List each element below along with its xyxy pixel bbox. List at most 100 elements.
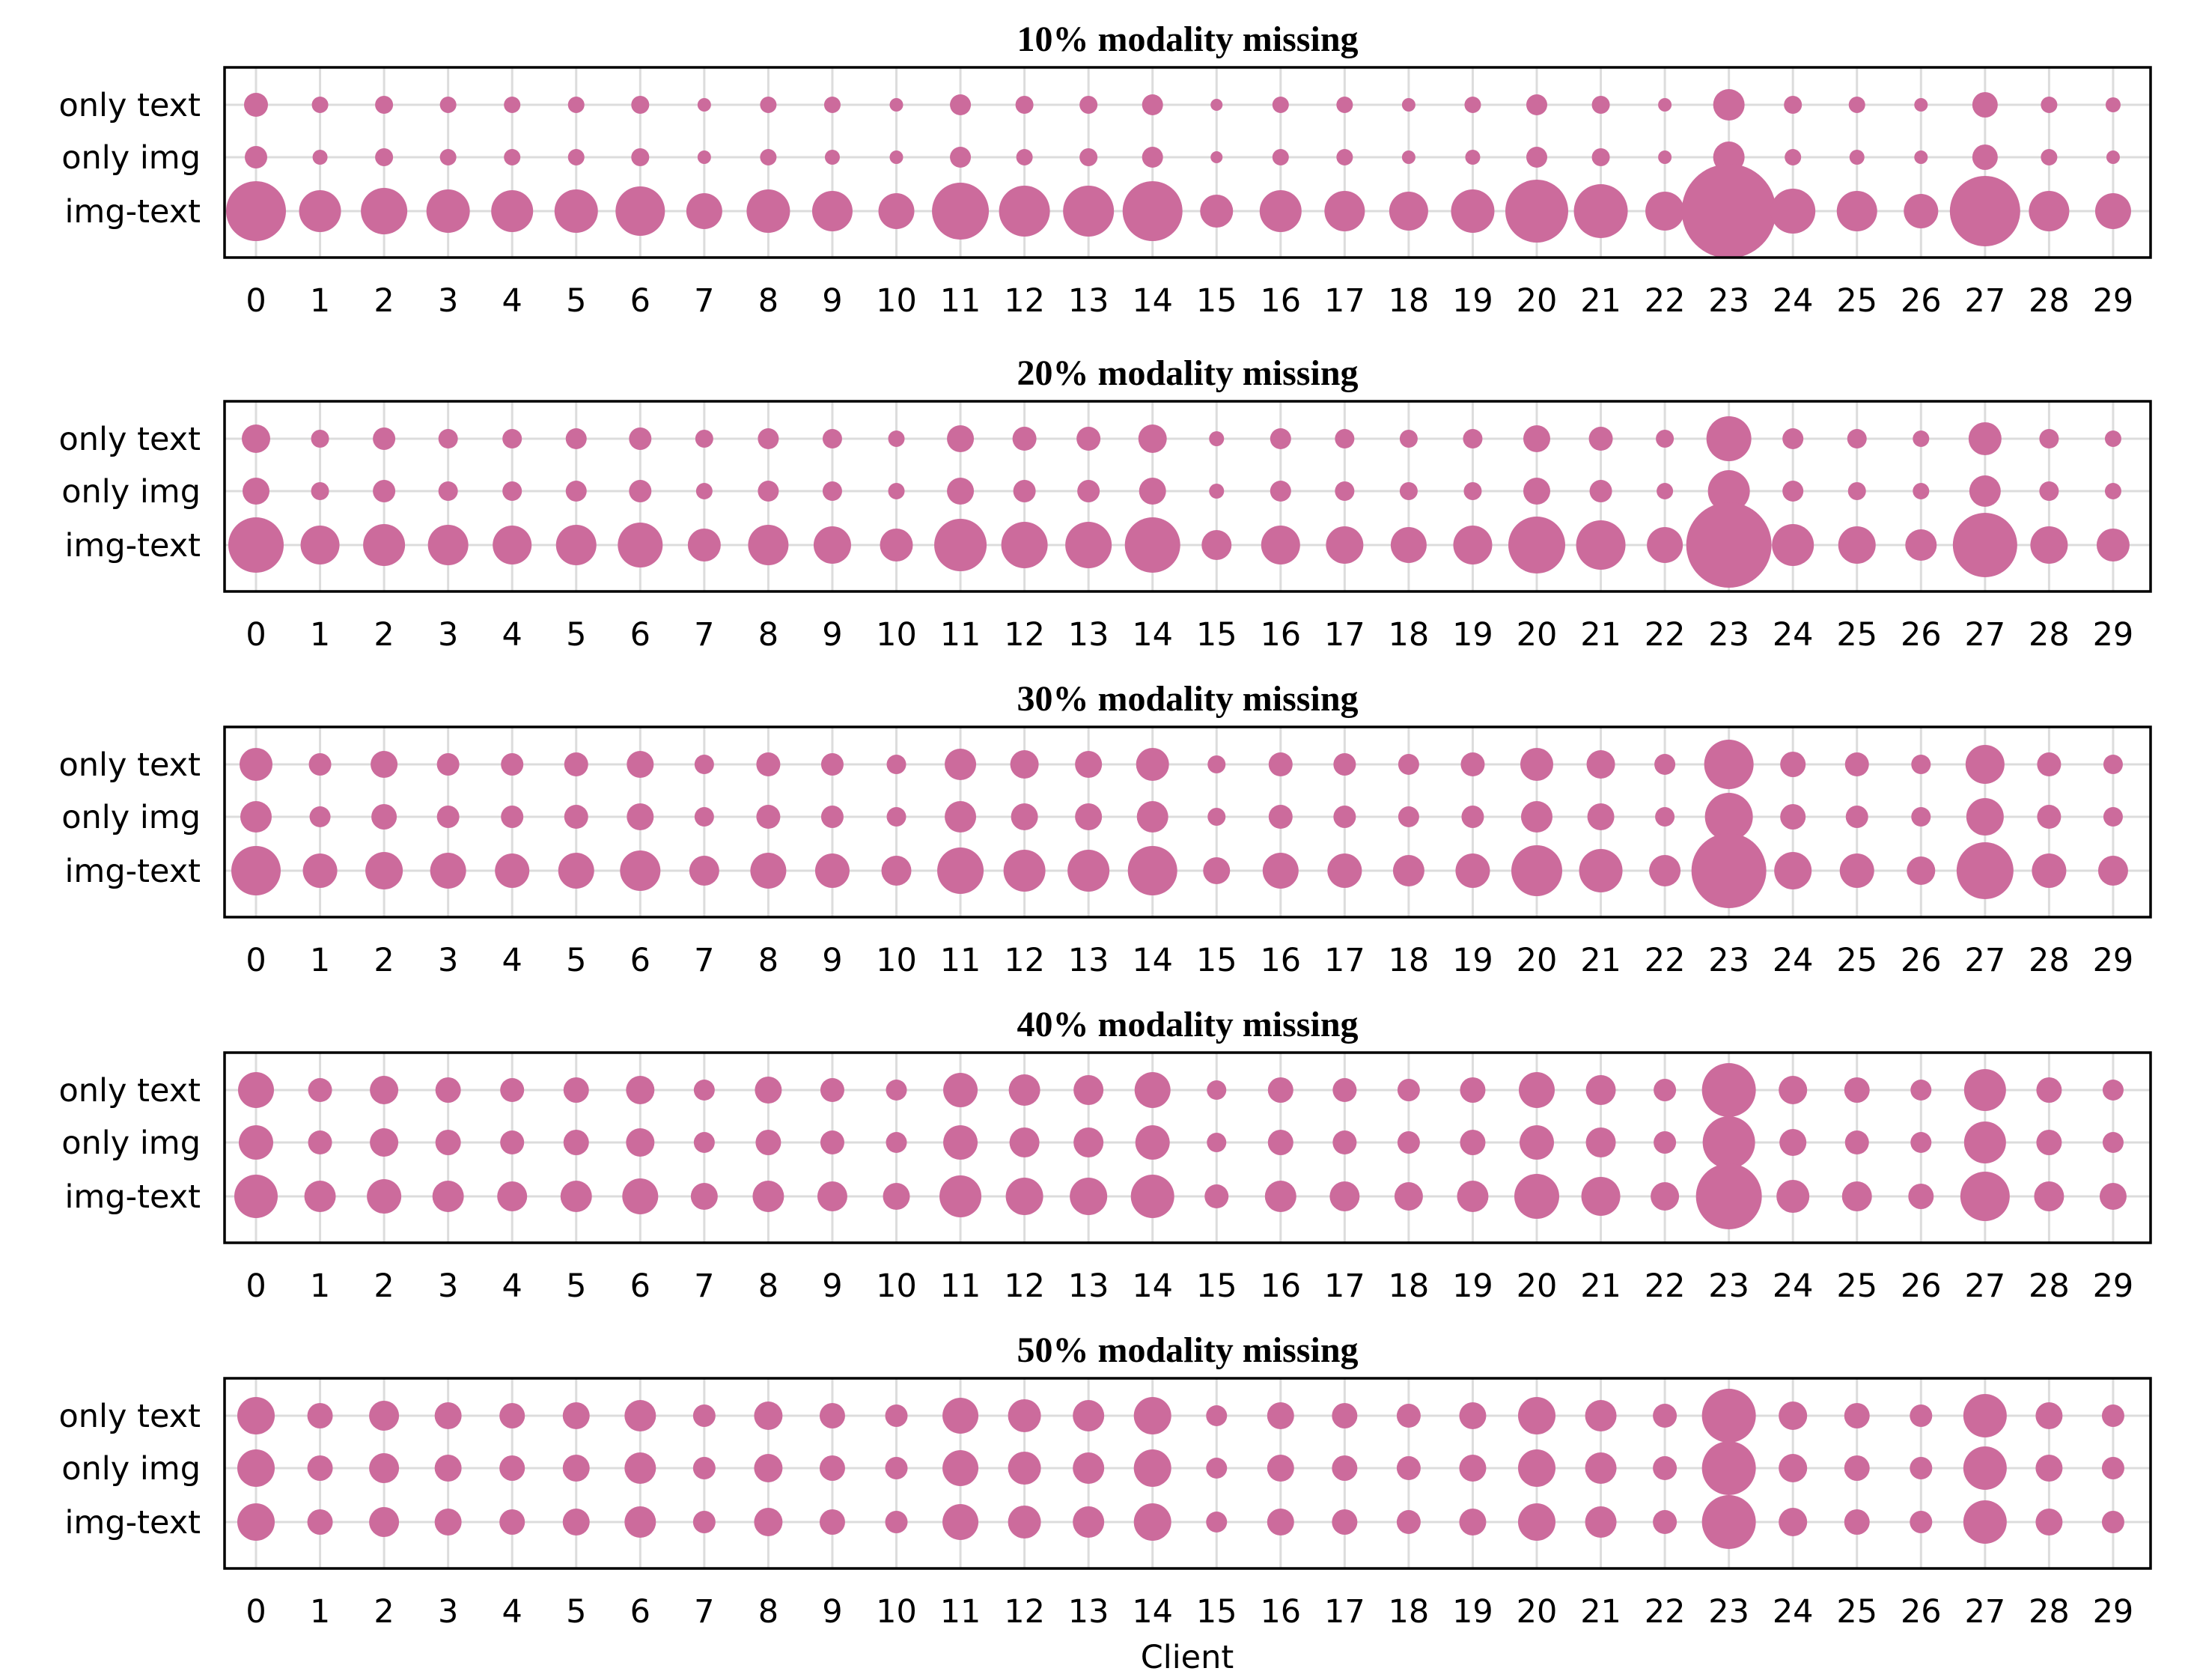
bubble-only-img-client-4	[499, 1455, 525, 1481]
x-tick-label: 19	[1452, 1267, 1493, 1305]
x-tick-label: 25	[1836, 616, 1877, 654]
x-tick-label: 23	[1708, 1593, 1749, 1631]
plot-frame	[223, 1051, 2152, 1244]
bubble-only-text-client-27	[1968, 422, 2002, 455]
x-tick-label: 29	[2093, 1593, 2134, 1631]
x-tick-label: 14	[1132, 1593, 1173, 1631]
bubble-only-img-client-19	[1459, 1455, 1487, 1482]
bubble-only-img-client-22	[1658, 150, 1672, 164]
bubble-img-text-client-7	[686, 193, 722, 229]
bubble-img-text-client-4	[495, 853, 530, 888]
bubble-img-text-client-22	[1645, 192, 1685, 231]
y-tick-label: only text	[59, 1072, 201, 1110]
bubble-img-text-client-2	[365, 852, 403, 889]
bubble-img-text-client-24	[1770, 189, 1816, 234]
bubble-img-text-client-10	[880, 529, 913, 561]
bubble-img-text-client-18	[1389, 192, 1428, 231]
bubble-only-text-client-8	[754, 1401, 783, 1430]
bubble-only-text-client-19	[1464, 97, 1481, 113]
bubble-img-text-client-19	[1455, 853, 1490, 888]
bubble-only-text-client-29	[2102, 1080, 2124, 1101]
bubble-img-text-client-26	[1910, 1511, 1933, 1533]
bubble-img-text-client-27	[1949, 176, 2020, 246]
bubble-img-text-client-9	[813, 526, 851, 564]
bubble-only-img-client-27	[1969, 475, 2001, 507]
bubble-only-text-client-5	[563, 1077, 589, 1103]
x-tick-label: 18	[1389, 1593, 1430, 1631]
x-tick-label: 28	[2029, 1267, 2070, 1305]
bubble-img-text-client-25	[1844, 1509, 1870, 1535]
bubble-only-img-client-10	[886, 1132, 907, 1153]
x-tick-label: 13	[1068, 616, 1109, 654]
x-tick-label: 21	[1580, 282, 1621, 320]
bubble-only-img-client-25	[1844, 1130, 1869, 1154]
bubble-only-img-client-3	[438, 481, 458, 501]
bubble-only-img-client-15	[1207, 808, 1226, 826]
bubble-only-text-client-21	[1585, 1400, 1617, 1431]
x-tick-label: 17	[1324, 1267, 1365, 1305]
bubble-only-text-client-25	[1844, 1077, 1870, 1103]
bubble-only-img-client-23	[1702, 1116, 1755, 1169]
bubble-only-text-client-21	[1591, 96, 1610, 114]
x-tick-label: 4	[502, 1267, 522, 1305]
x-tick-label: 3	[438, 616, 458, 654]
bubble-only-img-client-1	[307, 1455, 333, 1481]
bubble-only-img-client-20	[1518, 1449, 1555, 1487]
x-tick-label: 15	[1196, 282, 1237, 320]
bubble-only-img-client-6	[631, 148, 650, 166]
bubble-only-img-client-17	[1333, 806, 1356, 828]
x-tick-label: 8	[758, 282, 778, 320]
bubble-only-text-client-14	[1142, 94, 1163, 115]
bubble-img-text-client-16	[1264, 1181, 1296, 1212]
bubble-only-img-client-18	[1398, 806, 1419, 827]
bubble-only-img-client-3	[436, 806, 460, 828]
bubble-img-text-client-10	[883, 1183, 910, 1210]
bubble-img-text-client-14	[1122, 181, 1183, 241]
bubble-img-text-client-0	[231, 846, 281, 895]
bubble-only-text-client-18	[1397, 1079, 1420, 1101]
bubble-only-text-client-1	[311, 430, 329, 448]
bubble-img-text-client-13	[1070, 1178, 1108, 1215]
bubble-only-img-client-6	[624, 1452, 656, 1484]
x-tick-label: 5	[566, 616, 586, 654]
bubble-img-text-client-9	[819, 1509, 845, 1535]
x-tick-label: 29	[2093, 616, 2134, 654]
bubble-only-text-client-14	[1136, 748, 1169, 781]
x-tick-label: 19	[1452, 1593, 1493, 1631]
x-tick-label: 3	[438, 942, 458, 979]
bubble-img-text-client-11	[937, 847, 984, 894]
bubble-only-text-client-8	[755, 1077, 782, 1104]
x-tick-label: 26	[1901, 1593, 1942, 1631]
bubble-only-img-client-25	[1844, 1455, 1870, 1481]
bubble-only-text-client-2	[375, 96, 394, 114]
x-tick-label: 28	[2029, 282, 2070, 320]
bubble-only-img-client-12	[1011, 803, 1038, 830]
bubble-only-text-client-4	[504, 97, 521, 113]
bubble-img-text-client-23	[1681, 164, 1776, 258]
bubble-only-img-client-21	[1591, 148, 1610, 166]
bubble-img-text-client-16	[1267, 1509, 1294, 1536]
x-tick-label: 18	[1389, 616, 1430, 654]
bubble-img-text-client-3	[434, 1509, 462, 1536]
panel-3: 30% modality missing only text only img img…	[59, 679, 2152, 979]
x-tick-label: 14	[1132, 1267, 1173, 1305]
bubble-img-text-client-3	[426, 189, 470, 233]
bubble-img-text-client-27	[1956, 842, 2014, 899]
bubble-only-text-client-6	[626, 1076, 655, 1104]
bubble-only-img-client-15	[1206, 1458, 1228, 1479]
bubble-only-img-client-27	[1966, 798, 2004, 836]
x-tick-label: 20	[1517, 1267, 1558, 1305]
bubble-img-text-client-17	[1329, 1181, 1360, 1211]
bubble-only-text-client-15	[1209, 431, 1225, 446]
x-tick-label: 25	[1836, 1593, 1877, 1631]
bubble-img-text-client-13	[1063, 186, 1115, 237]
x-tick-label: 20	[1517, 1593, 1558, 1631]
bubble-only-img-client-7	[694, 807, 714, 827]
bubble-only-text-client-25	[1847, 429, 1867, 448]
bubble-only-text-client-25	[1844, 1403, 1870, 1428]
bubble-only-text-client-21	[1588, 427, 1613, 451]
bubble-only-img-client-12	[1016, 149, 1033, 165]
x-tick-label: 14	[1132, 942, 1173, 979]
bubble-only-text-client-29	[2103, 755, 2123, 774]
x-tick-label: 4	[502, 282, 522, 320]
